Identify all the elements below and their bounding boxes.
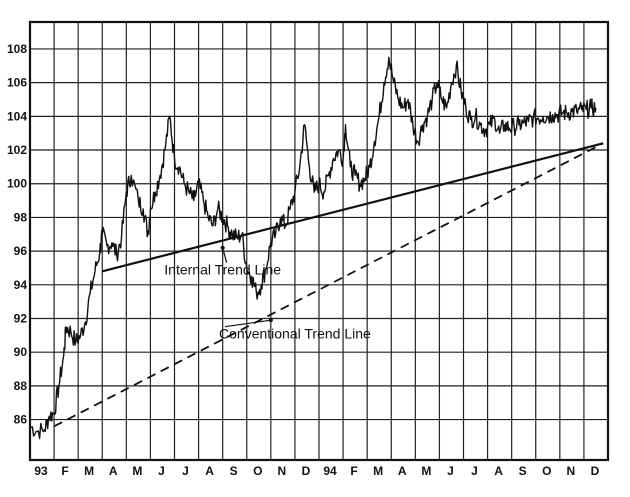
annotation-pointer <box>224 319 271 328</box>
x-tick-label: J <box>471 464 478 478</box>
y-tick-label: 92 <box>14 311 28 325</box>
internal-trend-line <box>101 142 604 273</box>
price-line <box>29 56 597 440</box>
x-tick-label: D <box>302 464 311 478</box>
x-axis-ticks: 93 F M A M J J A S O N D 94 F M A M J J A S O N D <box>34 464 599 478</box>
y-axis-ticks: 86 88 90 92 94 96 98 100 102 104 106 108 <box>7 42 27 427</box>
x-tick-label: M <box>373 464 383 478</box>
y-tick-label: 108 <box>7 42 27 56</box>
y-tick-label: 86 <box>14 413 28 427</box>
x-tick-label: 93 <box>34 464 48 478</box>
x-tick-label: F <box>61 464 68 478</box>
annotation-pointer-tip <box>268 318 273 323</box>
y-tick-label: 98 <box>14 210 28 224</box>
x-tick-label: M <box>421 464 431 478</box>
y-tick-label: 94 <box>14 278 28 292</box>
x-tick-label: D <box>591 464 600 478</box>
x-tick-label: O <box>253 464 262 478</box>
x-tick-label: M <box>84 464 94 478</box>
y-tick-label: 104 <box>7 109 27 123</box>
x-tick-label: A <box>205 464 214 478</box>
x-tick-label: J <box>182 464 189 478</box>
y-tick-label: 102 <box>7 143 27 157</box>
x-tick-label: N <box>277 464 286 478</box>
x-tick-label: O <box>542 464 551 478</box>
x-tick-label: F <box>350 464 357 478</box>
internal-trend-label: Internal Trend Line <box>164 262 281 278</box>
conventional-trend-line <box>53 142 604 428</box>
y-tick-label: 106 <box>7 76 27 90</box>
trend-lines <box>53 142 604 428</box>
y-tick-label: 96 <box>14 244 28 258</box>
y-tick-label: 90 <box>14 345 28 359</box>
conventional-trend-label: Conventional Trend Line <box>219 326 371 342</box>
x-tick-label: N <box>566 464 575 478</box>
annotation-pointer-tip <box>220 245 225 250</box>
x-tick-label: S <box>230 464 238 478</box>
x-tick-label: A <box>494 464 503 478</box>
annotation-pointer <box>222 247 228 263</box>
price-series <box>29 56 597 440</box>
x-tick-label: 94 <box>323 464 337 478</box>
y-tick-label: 100 <box>7 177 27 191</box>
grid-layer <box>30 22 608 460</box>
plot-frame <box>28 20 610 462</box>
y-tick-label: 88 <box>14 379 28 393</box>
x-tick-label: J <box>447 464 454 478</box>
x-tick-label: M <box>132 464 142 478</box>
x-tick-label: S <box>519 464 527 478</box>
x-tick-label: A <box>398 464 407 478</box>
x-tick-label: J <box>158 464 165 478</box>
x-tick-label: A <box>109 464 118 478</box>
annotations: Internal Trend Line Conventional Trend Li… <box>164 245 371 342</box>
